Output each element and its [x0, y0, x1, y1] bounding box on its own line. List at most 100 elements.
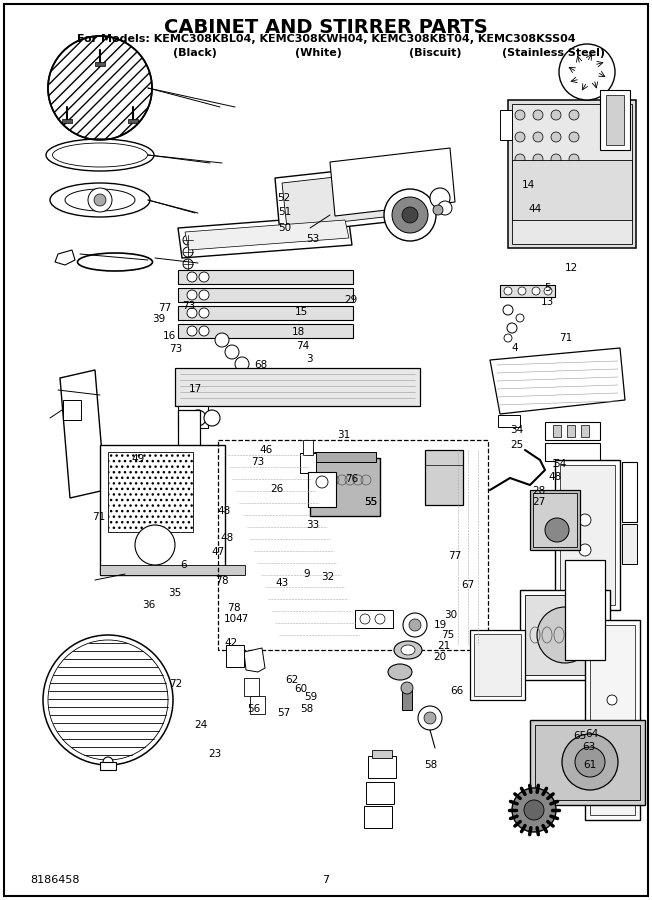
Bar [178, 410, 200, 465]
Text: 31: 31 [337, 429, 350, 440]
Bar [553, 425, 561, 437]
Bar [581, 425, 589, 437]
Circle shape [392, 197, 428, 233]
Circle shape [569, 110, 579, 120]
Bar [218, 440, 488, 650]
Circle shape [235, 357, 249, 371]
Circle shape [504, 334, 512, 342]
Bar [606, 95, 624, 145]
Bar [500, 285, 555, 297]
Text: 71: 71 [93, 511, 106, 522]
Bar [525, 595, 605, 675]
Circle shape [559, 44, 615, 100]
Circle shape [533, 154, 543, 164]
Bar [300, 453, 316, 473]
Circle shape [316, 476, 328, 488]
Bar [545, 422, 600, 440]
Bar [364, 806, 392, 828]
Text: 28: 28 [533, 485, 546, 496]
Text: (White): (White) [295, 48, 342, 58]
Text: 55: 55 [364, 497, 377, 508]
Bar [308, 472, 336, 507]
Circle shape [183, 259, 193, 269]
Bar [366, 782, 394, 804]
Text: 34: 34 [510, 425, 523, 436]
Bar [178, 270, 353, 284]
Text: 72: 72 [170, 679, 183, 689]
Text: 67: 67 [462, 580, 475, 590]
Text: 9: 9 [303, 569, 310, 580]
Bar [372, 750, 392, 758]
Circle shape [402, 207, 418, 223]
Text: 61: 61 [584, 760, 597, 770]
Circle shape [537, 607, 593, 663]
Bar [108, 452, 193, 532]
Circle shape [88, 188, 112, 212]
Text: 43: 43 [275, 578, 288, 589]
Text: 44: 44 [528, 203, 541, 214]
Circle shape [103, 757, 113, 767]
Ellipse shape [65, 189, 135, 211]
Text: 5: 5 [544, 283, 551, 293]
Text: 36: 36 [142, 599, 155, 610]
Bar [303, 440, 313, 455]
Circle shape [533, 132, 543, 142]
Text: 47: 47 [212, 546, 225, 557]
Bar [545, 443, 600, 461]
Circle shape [433, 205, 443, 215]
Text: 51: 51 [278, 207, 291, 218]
Circle shape [418, 706, 442, 730]
Text: 1: 1 [552, 459, 559, 470]
Ellipse shape [53, 143, 147, 167]
Text: 77: 77 [448, 551, 461, 562]
Circle shape [551, 198, 561, 208]
Circle shape [569, 132, 579, 142]
Circle shape [430, 188, 450, 208]
Polygon shape [185, 220, 349, 250]
Circle shape [424, 712, 436, 724]
Bar [314, 452, 376, 462]
Polygon shape [244, 648, 265, 672]
Circle shape [524, 800, 544, 820]
Bar [555, 460, 620, 610]
Bar [498, 415, 520, 427]
Text: 47: 47 [236, 614, 249, 625]
Bar [100, 565, 245, 575]
Bar [520, 590, 610, 680]
Text: 35: 35 [168, 588, 181, 598]
Polygon shape [178, 215, 352, 258]
Circle shape [516, 314, 524, 322]
Text: 75: 75 [441, 630, 454, 641]
Circle shape [515, 132, 525, 142]
Text: 62: 62 [285, 675, 298, 686]
Text: 39: 39 [152, 314, 165, 325]
Text: 26: 26 [271, 483, 284, 494]
Text: 10: 10 [224, 614, 237, 625]
Circle shape [360, 614, 370, 624]
Circle shape [579, 514, 591, 526]
Text: 60: 60 [294, 684, 307, 695]
Bar [178, 324, 353, 338]
Text: 54: 54 [553, 459, 566, 470]
Bar [250, 696, 265, 714]
Bar [530, 490, 580, 550]
Text: 63: 63 [582, 742, 595, 752]
Circle shape [375, 614, 385, 624]
Bar [128, 119, 138, 123]
Bar [500, 110, 512, 140]
Text: 73: 73 [252, 456, 265, 467]
Circle shape [569, 198, 579, 208]
Circle shape [507, 323, 517, 333]
Text: (Stainless Steel): (Stainless Steel) [503, 48, 606, 58]
Circle shape [515, 154, 525, 164]
Text: 29: 29 [344, 294, 357, 305]
Text: 73: 73 [183, 301, 196, 311]
Circle shape [199, 308, 209, 318]
Bar [567, 425, 575, 437]
Text: 58: 58 [424, 760, 437, 770]
Circle shape [183, 247, 193, 257]
Circle shape [545, 518, 569, 542]
Text: 15: 15 [295, 307, 308, 318]
Circle shape [533, 110, 543, 120]
Polygon shape [275, 162, 424, 234]
